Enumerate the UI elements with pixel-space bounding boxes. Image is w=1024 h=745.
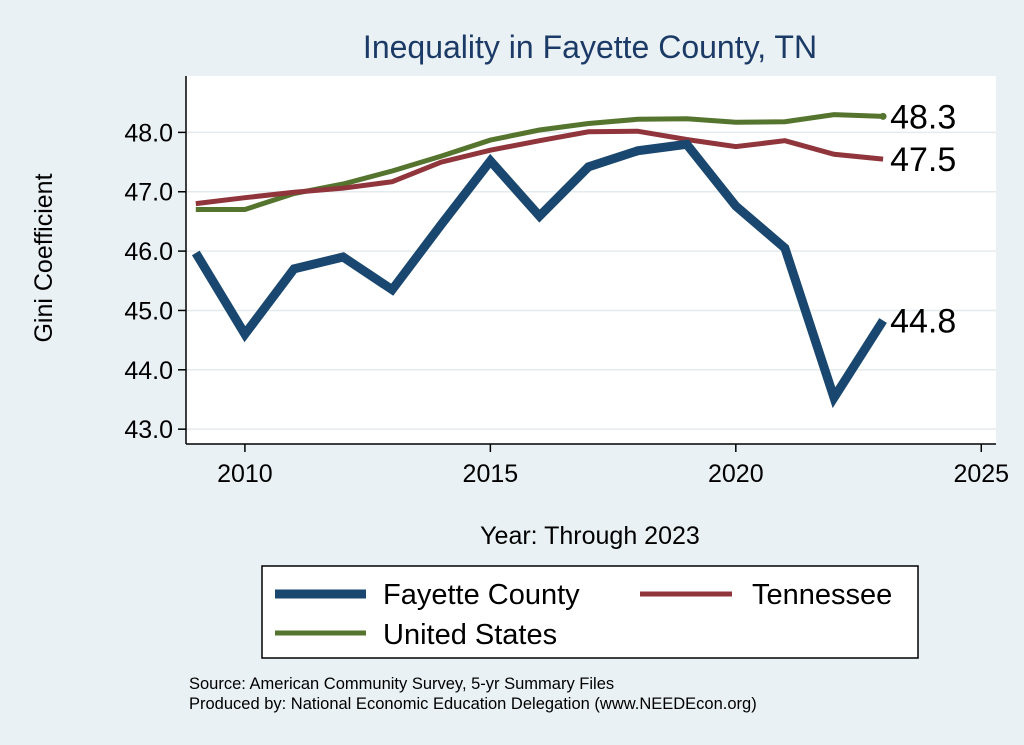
producer-note: Produced by: National Economic Education… bbox=[189, 695, 757, 713]
y-tick-label: 46.0 bbox=[124, 238, 173, 266]
axes bbox=[178, 76, 996, 452]
x-axis-title: Year: Through 2023 bbox=[480, 522, 700, 550]
series-end-marker-us bbox=[879, 112, 887, 120]
y-tick-label: 44.0 bbox=[124, 357, 173, 385]
x-tick-label: 2025 bbox=[953, 460, 1009, 488]
chart-title: Inequality in Fayette County, TN bbox=[363, 29, 817, 65]
end-labels: 44.8 47.5 48.3 bbox=[890, 98, 956, 340]
source-note: Source: American Community Survey, 5-yr … bbox=[189, 675, 614, 693]
end-label-fayette: 44.8 bbox=[890, 303, 956, 341]
legend-label-us: United States bbox=[383, 619, 557, 651]
series-line-fayette bbox=[191, 139, 887, 409]
series-lines bbox=[191, 112, 887, 409]
end-label-us: 48.3 bbox=[890, 98, 956, 136]
x-tick-labels: 2010 2015 2020 2025 bbox=[217, 460, 1009, 488]
y-tick-labels: 43.0 44.0 45.0 46.0 47.0 48.0 bbox=[124, 119, 173, 444]
legend-box bbox=[261, 565, 919, 659]
x-tick-label: 2015 bbox=[463, 460, 519, 488]
legend: Fayette County Tennessee United States bbox=[261, 565, 919, 659]
y-tick-label: 47.0 bbox=[124, 179, 173, 207]
end-label-tennessee: 47.5 bbox=[890, 141, 956, 179]
y-axis-title: Gini Coefficient bbox=[30, 173, 58, 342]
y-tick-label: 43.0 bbox=[124, 416, 173, 444]
x-tick-label: 2020 bbox=[708, 460, 764, 488]
y-tick-label: 45.0 bbox=[124, 297, 173, 325]
legend-label-fayette: Fayette County bbox=[383, 579, 580, 611]
x-tick-label: 2010 bbox=[217, 460, 273, 488]
series-line-tennessee bbox=[195, 128, 884, 207]
y-tick-label: 48.0 bbox=[124, 119, 173, 147]
legend-label-tennessee: Tennessee bbox=[752, 579, 892, 611]
